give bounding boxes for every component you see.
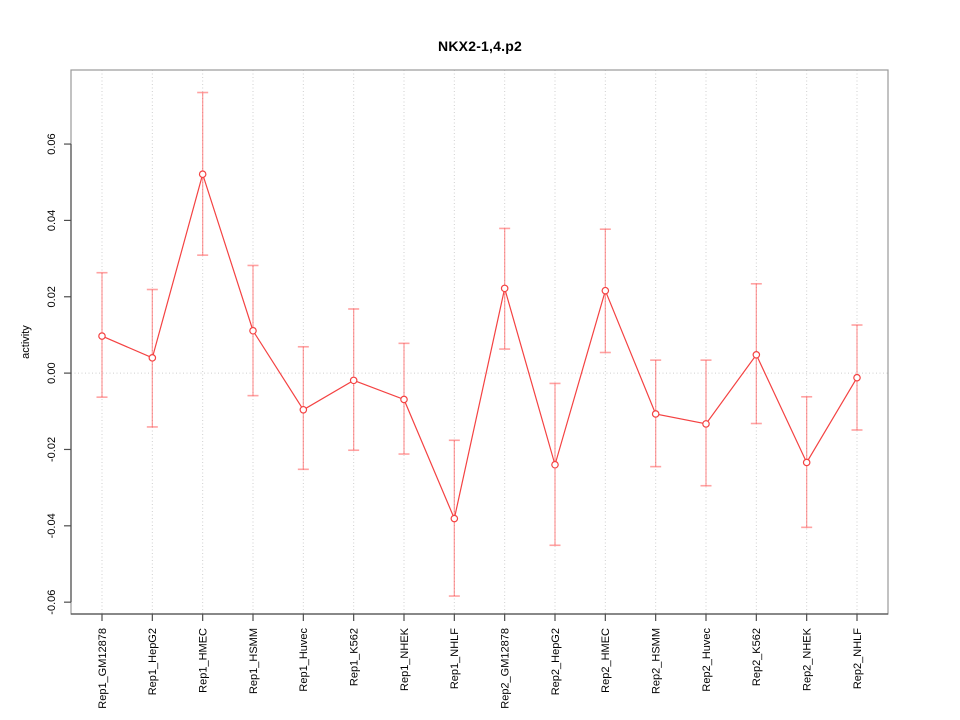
data-point	[551, 460, 559, 469]
x-tick-label: Rep2_K562	[751, 628, 763, 686]
x-tick-label: Rep1_Huvec	[298, 628, 310, 692]
data-point	[601, 286, 610, 295]
data-point	[148, 354, 157, 362]
x-tick-label: Rep1_GM12878	[97, 628, 109, 709]
data-point	[752, 350, 761, 359]
x-tick-label: Rep2_Huvec	[701, 628, 713, 692]
series-line	[101, 172, 858, 521]
y-tick-label: 0.02	[46, 286, 58, 307]
x-tick-label: Rep2_HepG2	[550, 628, 562, 695]
data-point	[400, 395, 408, 404]
data-point	[500, 284, 509, 293]
y-tick-label: -0.04	[46, 513, 58, 538]
x-tick-label: Rep2_NHEK	[802, 627, 814, 691]
data-point	[349, 376, 358, 385]
x-tick-label: Rep2_HSMM	[651, 628, 663, 694]
data-point	[802, 458, 811, 467]
x-tick-label: Rep1_NHEK	[399, 627, 411, 691]
y-tick-label: -0.06	[46, 590, 58, 615]
x-tick-label: Rep1_K562	[349, 628, 361, 686]
y-tick-label: 0.00	[46, 362, 58, 383]
data-point	[98, 332, 106, 340]
x-tick-label: Rep1_HSMM	[248, 628, 260, 694]
y-tick-label: 0.04	[46, 210, 58, 231]
y-tick-label: 0.06	[46, 133, 58, 154]
x-tick-label: Rep1_HMEC	[198, 628, 210, 693]
x-tick-label: Rep2_GM12878	[500, 628, 512, 709]
data-point	[702, 420, 710, 428]
data-point	[299, 405, 308, 414]
data-point	[853, 373, 861, 382]
plot-box	[70, 69, 889, 615]
data-point	[651, 410, 660, 418]
x-tick-label: Rep2_NHLF	[852, 628, 864, 689]
y-tick-label: -0.02	[46, 437, 58, 462]
x-tick-label: Rep1_HepG2	[147, 628, 159, 695]
x-tick-label: Rep2_HMEC	[600, 628, 612, 693]
data-point	[450, 514, 459, 523]
x-tick-label: Rep1_NHLF	[449, 628, 461, 689]
chart-title: NKX2-1,4.p2	[438, 38, 522, 54]
data-point	[198, 170, 207, 179]
data-point	[249, 326, 257, 335]
